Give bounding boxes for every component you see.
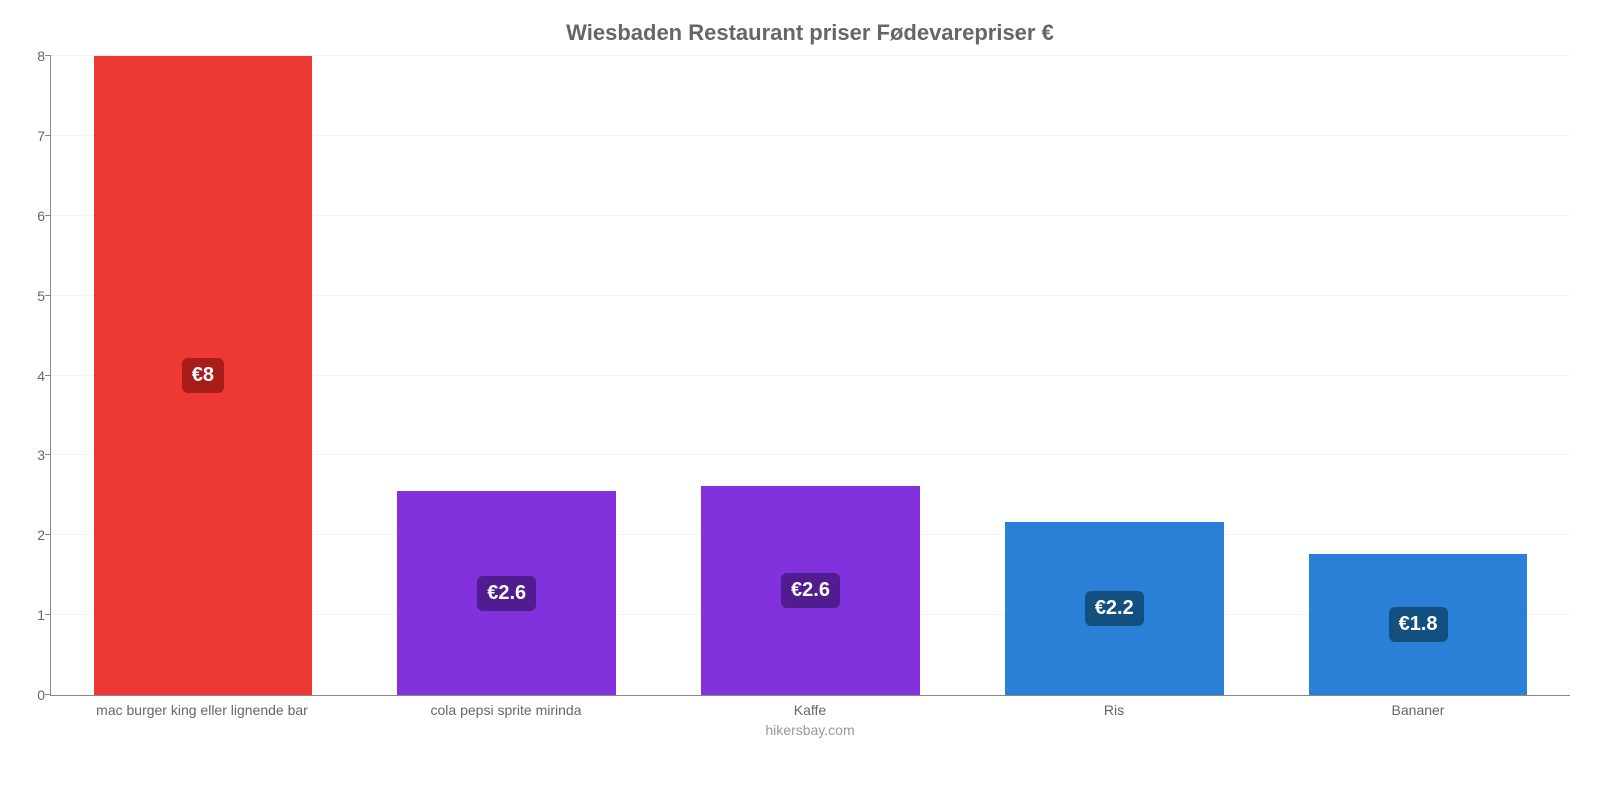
bar-slot: €8: [51, 56, 355, 695]
bar-slot: €2.2: [962, 56, 1266, 695]
ytick-label: 6: [21, 208, 45, 224]
bar-slot: €1.8: [1266, 56, 1570, 695]
bar-slot: €2.6: [355, 56, 659, 695]
bar-value-label: €2.6: [477, 576, 536, 611]
xtick-label: Ris: [962, 702, 1266, 718]
bar: €8: [94, 56, 313, 695]
xtick-label: Kaffe: [658, 702, 962, 718]
price-chart: Wiesbaden Restaurant priser Fødevarepris…: [0, 0, 1600, 800]
x-axis: mac burger king eller lignende barcola p…: [50, 702, 1570, 718]
bar: €2.6: [397, 491, 616, 695]
ytick-label: 3: [21, 447, 45, 463]
ytick-label: 1: [21, 607, 45, 623]
ytick-label: 4: [21, 368, 45, 384]
bar-value-label: €2.6: [781, 573, 840, 608]
bar: €2.6: [701, 486, 920, 695]
ytick-label: 8: [21, 48, 45, 64]
ytick-label: 2: [21, 527, 45, 543]
xtick-label: cola pepsi sprite mirinda: [354, 702, 658, 718]
chart-credit: hikersbay.com: [50, 722, 1570, 738]
bar: €1.8: [1309, 554, 1528, 695]
xtick-label: mac burger king eller lignende bar: [50, 702, 354, 718]
chart-title: Wiesbaden Restaurant priser Fødevarepris…: [50, 20, 1570, 46]
ytick-label: 0: [21, 687, 45, 703]
bar-value-label: €2.2: [1085, 591, 1144, 626]
ytick-label: 7: [21, 128, 45, 144]
bar-value-label: €1.8: [1389, 607, 1448, 642]
bar-slot: €2.6: [659, 56, 963, 695]
bar-value-label: €8: [182, 358, 224, 393]
xtick-label: Bananer: [1266, 702, 1570, 718]
bar: €2.2: [1005, 522, 1224, 695]
ytick-label: 5: [21, 288, 45, 304]
plot-area: €8€2.6€2.6€2.2€1.8 012345678: [50, 56, 1570, 696]
bars-container: €8 €2.6 €2.6 €2.2 €1.8: [51, 56, 1570, 695]
